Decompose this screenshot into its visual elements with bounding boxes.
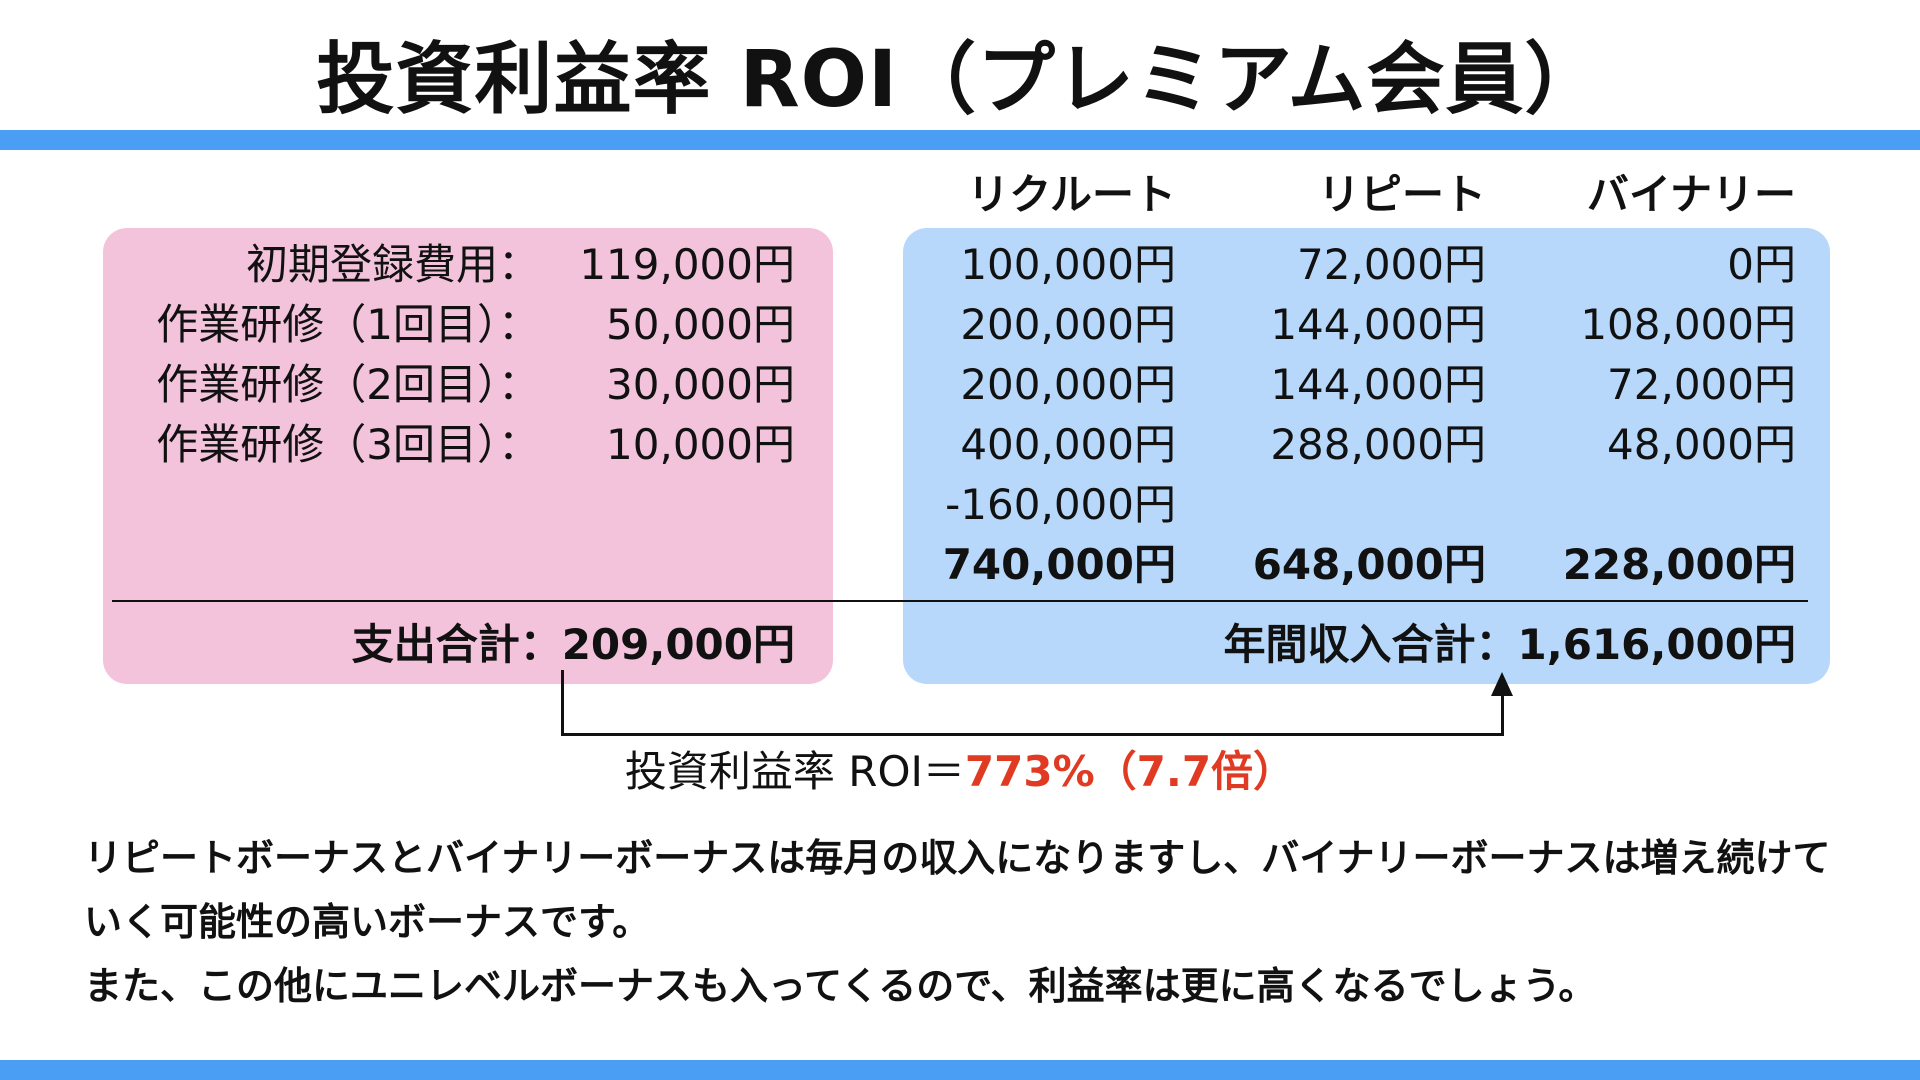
subtotal-binary: 228,000円 bbox=[1562, 540, 1796, 589]
income-cell: 72,000円 bbox=[1607, 360, 1796, 409]
income-cell: 400,000円 bbox=[960, 420, 1176, 469]
bottom-accent-bar bbox=[0, 1060, 1920, 1080]
connector-line bbox=[1501, 694, 1504, 736]
income-panel bbox=[903, 228, 1830, 684]
income-cell: 144,000円 bbox=[1270, 360, 1486, 409]
explanation-line: また、この他にユニレベルボーナスも入ってくるので、利益率は更に高くなるでしょう。 bbox=[84, 964, 1597, 1008]
expense-label-training-1: 作業研修（1回目）： bbox=[156, 300, 540, 349]
explanation-text: リピートボーナスとバイナリーボーナスは毎月の収入になりますし、バイナリーボーナス… bbox=[84, 826, 1864, 1018]
expense-value-training-3: 10,000円 bbox=[606, 420, 795, 469]
column-header-binary: バイナリー bbox=[1586, 170, 1796, 219]
income-cell: 144,000円 bbox=[1270, 300, 1486, 349]
income-cell: 288,000円 bbox=[1270, 420, 1486, 469]
subtotal-repeat: 648,000円 bbox=[1252, 540, 1486, 589]
expense-value-training-2: 30,000円 bbox=[606, 360, 795, 409]
income-cell: 108,000円 bbox=[1580, 300, 1796, 349]
income-cell: 200,000円 bbox=[960, 360, 1176, 409]
column-header-repeat: リピート bbox=[1317, 170, 1486, 219]
income-cell: 0円 bbox=[1727, 240, 1796, 289]
income-total: 年間収入合計：1,616,000円 bbox=[1223, 620, 1796, 669]
connector-line bbox=[561, 733, 1504, 736]
connector-line bbox=[561, 670, 564, 736]
expense-panel bbox=[103, 228, 833, 684]
explanation-line: リピートボーナスとバイナリーボーナスは毎月の収入になりますし、バイナリーボーナス… bbox=[84, 836, 1831, 944]
expense-total: 支出合計：209,000円 bbox=[351, 620, 795, 669]
income-cell: 100,000円 bbox=[960, 240, 1176, 289]
totals-divider bbox=[112, 600, 1808, 602]
top-accent-bar bbox=[0, 130, 1920, 150]
expense-label-registration: 初期登録費用： bbox=[245, 240, 540, 289]
expense-value-registration: 119,000円 bbox=[579, 240, 795, 289]
column-header-recruit: リクルート bbox=[967, 170, 1176, 219]
expense-value-training-1: 50,000円 bbox=[606, 300, 795, 349]
expense-label-training-2: 作業研修（2回目）： bbox=[156, 360, 540, 409]
roi-summary: 投資利益率 ROI＝773%（7.7倍） bbox=[0, 742, 1920, 802]
income-cell: 48,000円 bbox=[1607, 420, 1796, 469]
income-cell: 72,000円 bbox=[1297, 240, 1486, 289]
income-cell: 200,000円 bbox=[960, 300, 1176, 349]
income-cell: -160,000円 bbox=[945, 480, 1176, 529]
expense-label-training-3: 作業研修（3回目）： bbox=[156, 420, 540, 469]
roi-label: 投資利益率 ROI＝ bbox=[624, 747, 965, 796]
arrow-up-icon bbox=[1491, 672, 1513, 696]
page-title: 投資利益率 ROI（プレミアム会員） bbox=[316, 35, 1604, 125]
subtotal-recruit: 740,000円 bbox=[942, 540, 1176, 589]
roi-percent: 773%（7.7倍） bbox=[964, 747, 1296, 796]
